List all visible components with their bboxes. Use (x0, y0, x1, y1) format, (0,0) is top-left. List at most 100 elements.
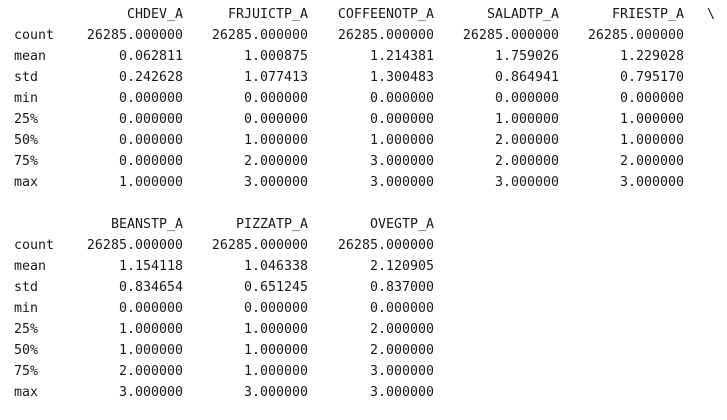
column-header: COFFEENOTP_A (337, 7, 434, 22)
table-cell: 26285.000000 (337, 238, 434, 253)
table-cell: 1.000875 (243, 49, 308, 64)
table-row: min 0.000000 0.000000 0.000000 (0, 298, 727, 319)
table-row: 50% 1.000000 1.000000 2.000000 (0, 340, 727, 361)
table-cell: 26285.000000 (86, 238, 183, 253)
table-cell: 1.229028 (619, 49, 684, 64)
row-label: mean (14, 49, 47, 64)
row-label: 50% (14, 343, 39, 358)
table-row: min 0.000000 0.000000 0.000000 0.000000 0.000… (0, 88, 727, 109)
table-cell: 1.000000 (494, 112, 559, 127)
table-cell: 0.837000 (369, 280, 434, 295)
row-label: 25% (14, 112, 39, 127)
table-cell: 0.000000 (369, 301, 434, 316)
table-cell: 1.000000 (369, 133, 434, 148)
table-row: 25% 0.000000 0.000000 0.000000 1.000000 1.000… (0, 109, 727, 130)
row-label: 50% (14, 133, 39, 148)
table-cell: 0.000000 (369, 112, 434, 127)
table-cell: 0.000000 (118, 112, 183, 127)
table-cell: 3.000000 (369, 154, 434, 169)
table-cell: 26285.000000 (337, 28, 434, 43)
table-cell: 1.214381 (369, 49, 434, 64)
table-row: mean 1.154118 1.046338 2.120905 (0, 256, 727, 277)
row-label: min (14, 91, 39, 106)
table-cell: 1.000000 (243, 364, 308, 379)
table-cell: 0.651245 (243, 280, 308, 295)
table-row: count 26285.000000 26285.000000 26285.00000… (0, 235, 727, 256)
table-cell: 0.000000 (243, 91, 308, 106)
table-cell: 1.000000 (243, 322, 308, 337)
table-cell: 2.120905 (369, 259, 434, 274)
table-cell: 1.046338 (243, 259, 308, 274)
table-row: std 0.242628 1.077413 1.300483 0.864941 0.795… (0, 67, 727, 88)
column-header: OVEGTP_A (369, 217, 434, 232)
table-cell: 2.000000 (369, 322, 434, 337)
table-cell: 26285.000000 (86, 28, 183, 43)
table-cell: 0.834654 (118, 280, 183, 295)
table-cell: 26285.000000 (587, 28, 684, 43)
table-cell: 0.795170 (619, 70, 684, 85)
row-label: 25% (14, 322, 39, 337)
table-cell: 0.242628 (118, 70, 183, 85)
table-row: max 1.000000 3.000000 3.000000 3.000000 3.000… (0, 172, 727, 193)
table-cell: 1.759026 (494, 49, 559, 64)
table-cell: 3.000000 (369, 364, 434, 379)
row-label: count (14, 28, 55, 43)
table-cell: 0.864941 (494, 70, 559, 85)
table-cell: 3.000000 (494, 175, 559, 190)
header-row: BEANSTP_A PIZZATP_A OVEGTP_A (0, 214, 727, 235)
table-cell: 0.000000 (494, 91, 559, 106)
table-cell: 1.154118 (118, 259, 183, 274)
column-header: SALADTP_A (486, 7, 559, 22)
table-row: max 3.000000 3.000000 3.000000 (0, 382, 727, 403)
table-cell: 26285.000000 (211, 28, 308, 43)
table-cell: 3.000000 (118, 385, 183, 400)
table-cell: 1.000000 (243, 343, 308, 358)
table-cell: 0.000000 (619, 91, 684, 106)
header-row: CHDEV_A FRJUICTP_A COFFEENOTP_A SALADTP_A FR… (0, 4, 727, 25)
row-label: count (14, 238, 55, 253)
table-cell: 3.000000 (369, 385, 434, 400)
table-cell: 1.000000 (118, 322, 183, 337)
table-cell: 3.000000 (243, 175, 308, 190)
table-cell: 3.000000 (619, 175, 684, 190)
table-cell: 2.000000 (369, 343, 434, 358)
table-cell: 1.000000 (118, 343, 183, 358)
row-label: std (14, 280, 39, 295)
table-cell: 1.300483 (369, 70, 434, 85)
table-row: 75% 2.000000 1.000000 3.000000 (0, 361, 727, 382)
table-cell: 0.000000 (243, 301, 308, 316)
row-label: max (14, 175, 39, 190)
table-cell: 3.000000 (369, 175, 434, 190)
table-row: 50% 0.000000 1.000000 1.000000 2.000000 1.000… (0, 130, 727, 151)
table-cell: 2.000000 (619, 154, 684, 169)
table-cell: 1.000000 (243, 133, 308, 148)
table-row: 75% 0.000000 2.000000 3.000000 2.000000 2.000… (0, 151, 727, 172)
table-cell: 0.000000 (369, 91, 434, 106)
table-cell: 0.000000 (118, 133, 183, 148)
table-cell: 2.000000 (118, 364, 183, 379)
table-cell: 0.000000 (118, 91, 183, 106)
row-label: std (14, 70, 39, 85)
table-cell: 3.000000 (243, 385, 308, 400)
table-cell: 2.000000 (494, 133, 559, 148)
table-cell: 26285.000000 (211, 238, 308, 253)
table-cell: 26285.000000 (462, 28, 559, 43)
table-cell: 1.077413 (243, 70, 308, 85)
row-label: 75% (14, 364, 39, 379)
table-row: count 26285.000000 26285.000000 26285.00000… (0, 25, 727, 46)
column-header: FRJUICTP_A (227, 7, 308, 22)
table-row: std 0.834654 0.651245 0.837000 (0, 277, 727, 298)
row-label: min (14, 301, 39, 316)
row-label: max (14, 385, 39, 400)
column-header: PIZZATP_A (235, 217, 308, 232)
table-cell: 0.000000 (243, 112, 308, 127)
table-cell: 0.000000 (118, 301, 183, 316)
table-cell: 1.000000 (118, 175, 183, 190)
table-cell: 2.000000 (243, 154, 308, 169)
row-label: mean (14, 259, 47, 274)
table-cell: 0.062811 (118, 49, 183, 64)
table-cell: 0.000000 (118, 154, 183, 169)
table-cell: 1.000000 (619, 112, 684, 127)
column-header: BEANSTP_A (110, 217, 183, 232)
